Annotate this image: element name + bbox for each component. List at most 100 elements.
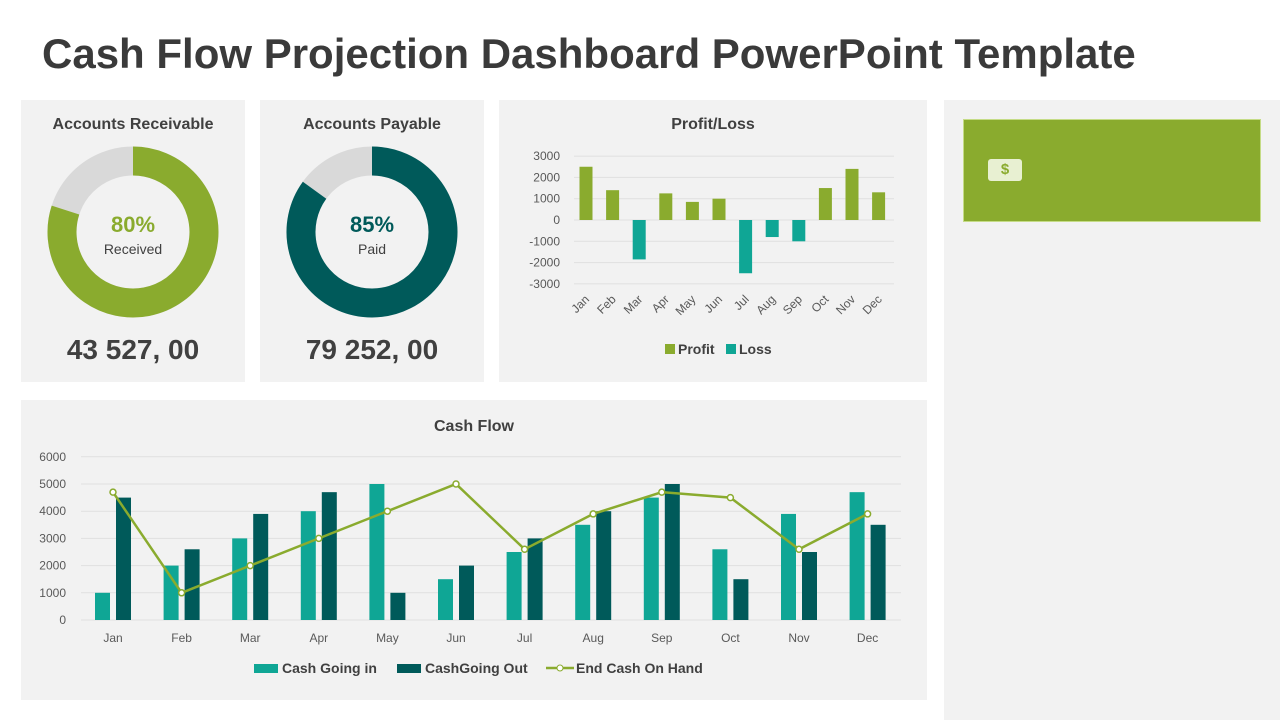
bar-in-nov [781, 513, 796, 620]
y-tick-label: 3000 [533, 149, 560, 163]
x-tick-label: Nov [788, 631, 809, 645]
x-tick-label: Mar [621, 292, 646, 317]
legend-line-marker [556, 664, 564, 672]
legend-profit-swatch [665, 344, 675, 354]
x-tick-label: Aug [753, 292, 778, 317]
payable-donut [286, 146, 458, 318]
y-tick-label: 0 [553, 213, 560, 227]
x-tick-label: May [673, 292, 699, 318]
y-tick-label: 6000 [39, 450, 66, 464]
x-tick-label: Apr [649, 292, 672, 315]
profit-loss-chart: 3000 2000 1000 0 -1000 -2000 -3000 Jan Feb Mar Apr… [529, 149, 894, 357]
x-tick-label: Feb [594, 292, 619, 317]
x-tick-label: Oct [808, 292, 832, 316]
cash-flow-chart: 6000 5000 4000 3000 2000 1000 0 Jan Feb Mar Apr May… [39, 450, 901, 676]
x-tick-label: Jan [569, 292, 593, 316]
legend-out: CashGoing Out [425, 660, 528, 676]
end-cash-point [589, 510, 597, 518]
legend-end-cash: End Cash On Hand [576, 660, 703, 676]
x-tick-label: Aug [583, 631, 604, 645]
y-tick-label: 0 [59, 613, 66, 627]
end-cash-point [383, 507, 392, 515]
bar-out-jul [527, 538, 543, 620]
dollar-bill-icon: $ [988, 159, 1022, 181]
bar-in-jan [95, 592, 110, 620]
legend-out-swatch [397, 664, 421, 673]
bar-in-apr [300, 511, 316, 620]
cash-flow-card: Cash Flow 6000 5000 4000 3000 2000 1000 0 Jan Fe… [21, 400, 927, 700]
bar-in-feb [163, 565, 179, 620]
x-tick-label: Jan [103, 631, 122, 645]
x-tick-label: May [376, 631, 399, 645]
y-tick-label: 2000 [39, 559, 66, 573]
x-tick-label: Dec [857, 631, 878, 645]
bar-out-oct [733, 579, 749, 620]
x-tick-label: Jun [446, 631, 465, 645]
chart-title: Profit/Loss [671, 116, 755, 133]
end-cash-point [520, 545, 529, 554]
bar-in-aug [575, 524, 591, 620]
receivable-amount: 43 527, 00 [66, 334, 200, 365]
bar-in-sep [643, 497, 659, 620]
chart-title: Cash Flow [433, 418, 514, 435]
end-cash-point [177, 589, 186, 597]
bar-in-mar [232, 538, 248, 620]
y-tick-label: 1000 [533, 192, 560, 206]
receivable-donut [47, 146, 219, 318]
end-cash-point [726, 493, 735, 502]
bar-out-may [390, 592, 406, 620]
bar-in-may [369, 484, 385, 620]
end-cash-point [246, 561, 254, 570]
card-title: Accounts Receivable [52, 116, 214, 133]
legend-in-swatch [254, 664, 278, 673]
x-tick-label: Apr [309, 631, 328, 645]
bar-jan [579, 166, 593, 220]
bar-feb [606, 190, 620, 220]
end-cash-point [658, 488, 666, 496]
profit-loss-card: Profit/Loss 3000 2000 1000 0 -1000 -2000 -3000… [499, 100, 927, 382]
bar-apr [659, 193, 673, 220]
donut-value [47, 146, 219, 318]
end-cash-point [109, 488, 117, 496]
y-tick-label: 3000 [39, 531, 66, 545]
card-title: Accounts Payable [303, 116, 441, 133]
page-title: Cash Flow Projection Dashboard PowerPoin… [42, 30, 1136, 77]
x-tick-label: Oct [721, 631, 740, 645]
end-cash-line [111, 482, 869, 595]
x-tick-label: Jul [517, 631, 532, 645]
accounts-payable-card: Accounts Payable 85% Paid 79 252, 00 [260, 100, 484, 382]
bar-out-feb [184, 549, 200, 620]
end-cash-point [315, 534, 323, 543]
bar-sep [792, 220, 806, 242]
bar-jul [739, 220, 753, 274]
x-tick-label: Mar [240, 631, 261, 645]
bar-in-dec [849, 492, 865, 620]
payable-label: Paid [357, 241, 387, 257]
x-tick-label: Dec [860, 292, 885, 317]
x-tick-label: Jun [702, 292, 726, 316]
accounts-receivable-card: Accounts Receivable 80% Received 43 527,… [21, 100, 245, 382]
bar-out-jan [116, 497, 131, 620]
legend-loss: Loss [739, 341, 772, 357]
y-tick-label: 1000 [39, 586, 66, 600]
bar-out-sep [664, 484, 680, 620]
payable-percent: 85% [349, 212, 395, 237]
receivable-label: Received [103, 241, 163, 257]
bar-in-oct [712, 549, 728, 620]
bar-out-mar [253, 513, 269, 620]
end-cash-point [795, 545, 803, 554]
donut-value [286, 146, 458, 318]
bar-in-jun [438, 579, 453, 620]
x-tick-label: Jul [731, 292, 752, 313]
bar-oct [818, 188, 832, 220]
y-tick-label: 5000 [39, 477, 66, 491]
y-tick-label: 4000 [39, 504, 66, 518]
payable-amount: 79 252, 00 [305, 334, 439, 365]
bar-out-dec [870, 524, 886, 620]
x-tick-label: Sep [780, 292, 805, 317]
bar-out-nov [802, 552, 817, 620]
bar-mar [632, 220, 646, 260]
y-tick-label: -3000 [529, 277, 560, 291]
bar-in-jul [506, 552, 522, 620]
legend-loss-swatch [726, 344, 736, 354]
